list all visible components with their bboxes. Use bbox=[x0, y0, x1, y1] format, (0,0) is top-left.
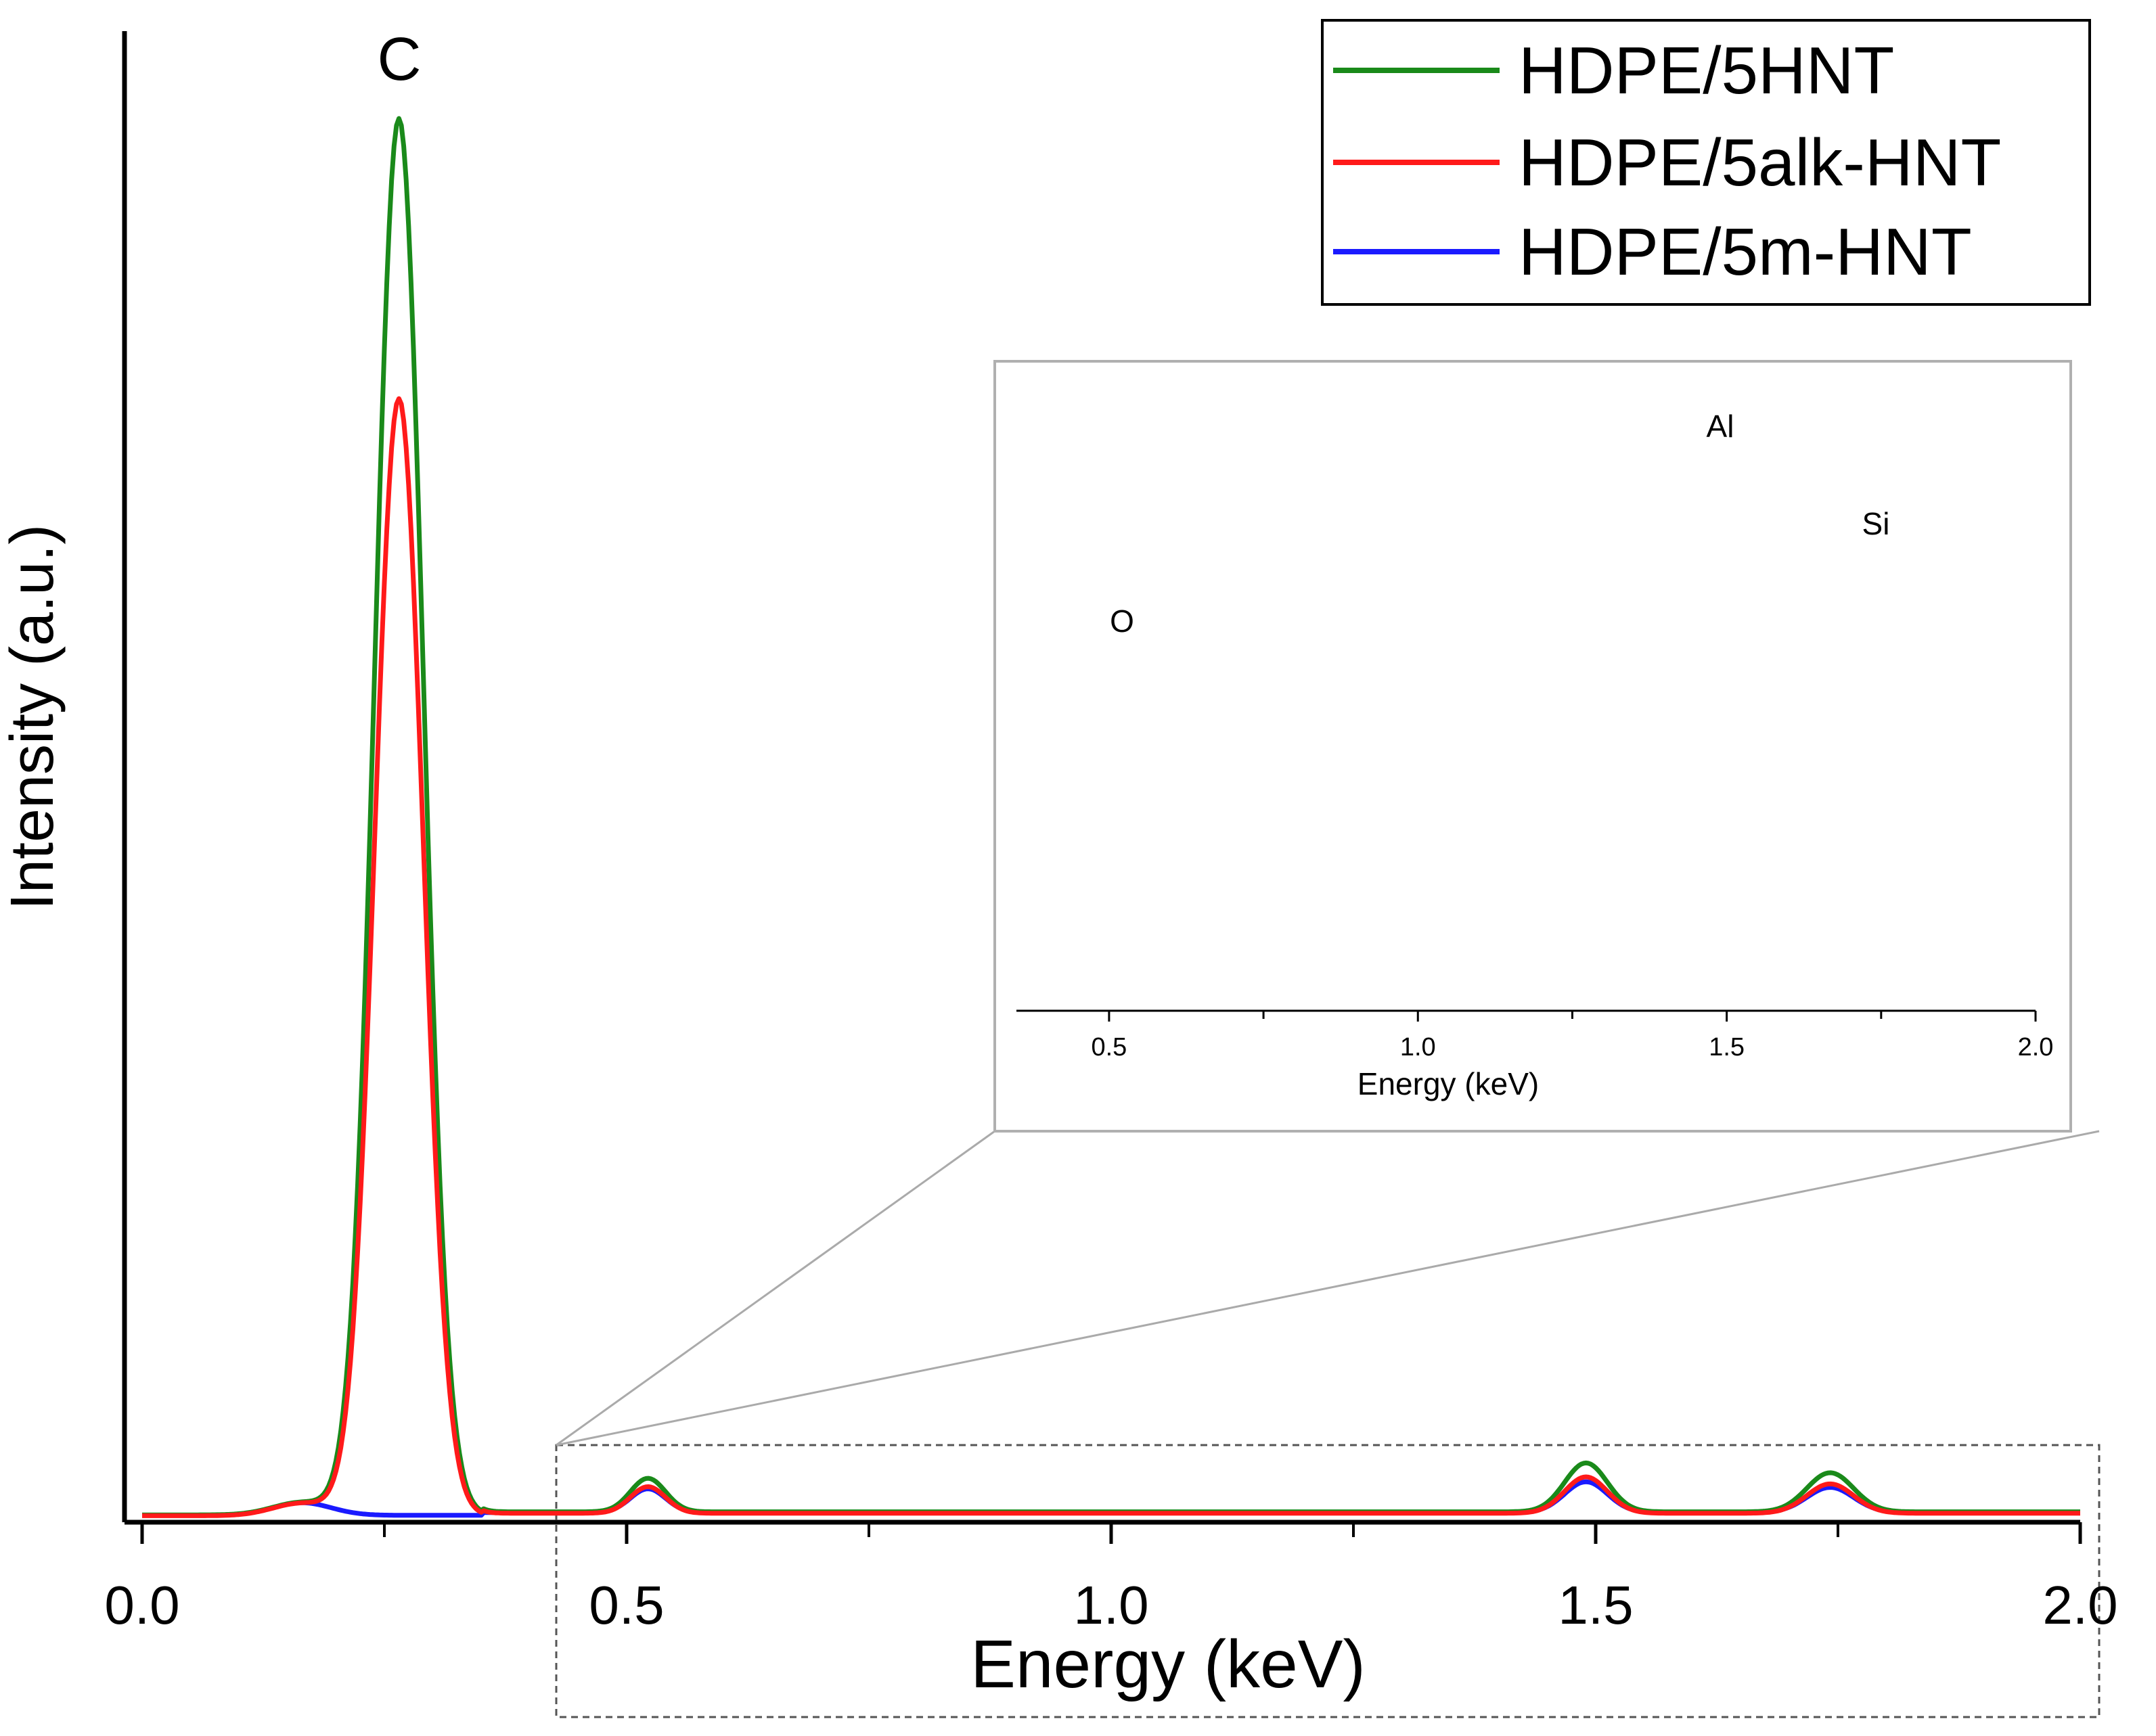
inset-x-tick-label: 2.0 bbox=[2018, 1033, 2054, 1061]
peak-label-o: O bbox=[1110, 603, 1134, 639]
y-axis-label: Intensity (a.u.) bbox=[0, 524, 66, 910]
x-tick-label: 2.0 bbox=[2042, 1575, 2117, 1635]
main-ticks: 0.0 0.5 1.0 1.5 2.0 bbox=[104, 1522, 2118, 1635]
zoom-connector-left bbox=[556, 1130, 995, 1446]
inset-x-tick-label: 1.5 bbox=[1709, 1033, 1745, 1061]
peak-label-c: C bbox=[378, 26, 422, 93]
inset-x-axis-label: Energy (keV) bbox=[1357, 1066, 1539, 1101]
zoom-region-box bbox=[555, 1444, 2101, 1718]
x-tick-label: 0.5 bbox=[589, 1575, 664, 1635]
inset-ticks: 0.5 1.0 1.5 2.0 bbox=[1091, 1011, 2053, 1061]
x-axis-label: Energy (keV) bbox=[970, 1626, 1366, 1702]
zoom-connector-right bbox=[556, 1130, 2100, 1446]
series-line-hdpe-5alk-hnt bbox=[142, 396, 2080, 1518]
main-series bbox=[142, 116, 2080, 1518]
legend: HDPE/5HNT HDPE/5alk-HNT HDPE/5m-HNT bbox=[1321, 19, 2091, 306]
peak-label-al: Al bbox=[1707, 409, 1734, 444]
legend-label-hdpe-5m-hnt: HDPE/5m-HNT bbox=[1519, 214, 1972, 289]
x-tick-label: 0.0 bbox=[104, 1575, 179, 1635]
inset-x-tick-label: 0.5 bbox=[1091, 1033, 1127, 1061]
inset-x-tick-label: 1.0 bbox=[1400, 1033, 1436, 1061]
x-tick-label: 1.5 bbox=[1558, 1575, 1633, 1635]
legend-label-hdpe-5hnt: HDPE/5HNT bbox=[1519, 33, 1894, 108]
legend-label-hdpe-5alk-hnt: HDPE/5alk-HNT bbox=[1519, 125, 2001, 200]
peak-label-si: Si bbox=[1862, 506, 1890, 541]
inset-frame bbox=[993, 360, 2072, 1133]
x-tick-label: 1.0 bbox=[1073, 1575, 1148, 1635]
